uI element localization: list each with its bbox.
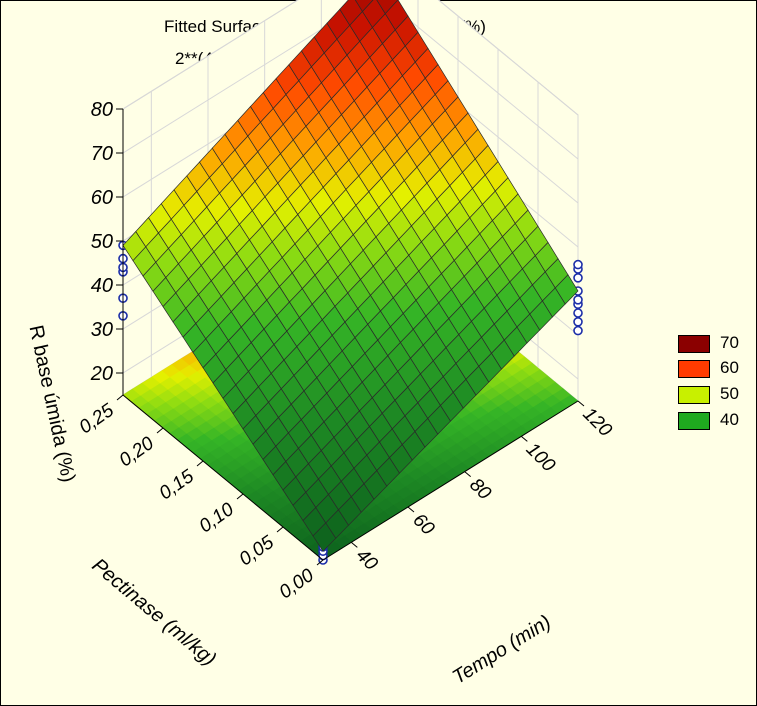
fitted-surface	[122, 0, 579, 552]
z-tick-label: 50	[91, 231, 113, 253]
pectinase-axis-line	[122, 394, 324, 561]
legend-label-50: 50	[720, 384, 739, 403]
z-tick-label: 30	[91, 319, 113, 341]
pectinase-tick-label: 0,15	[156, 466, 199, 505]
z-tick-label: 80	[91, 99, 113, 121]
z-tick-label: 20	[90, 363, 113, 385]
z-axis-label: R base úmida (%)	[24, 323, 79, 484]
tempo-tick-label: 80	[465, 474, 495, 504]
pectinase-tick-mark	[156, 427, 164, 434]
tempo-tick-label: 60	[408, 510, 438, 540]
tempo-tick-label: 100	[522, 439, 560, 477]
legend-label-40: 40	[720, 410, 739, 429]
tempo-tick-label: 120	[578, 404, 616, 442]
surface-cell	[554, 274, 579, 305]
pectinase-tick-mark	[236, 493, 244, 500]
pectinase-tick-mark	[116, 394, 124, 401]
pectinase-tick-label: 0,00	[276, 565, 319, 604]
legend-swatch-40	[678, 412, 710, 430]
legend-swatch-70	[678, 335, 710, 353]
data-point	[573, 294, 583, 305]
pectinase-tick-mark	[316, 559, 324, 566]
pectinase-tick-mark	[196, 460, 204, 467]
data-point	[573, 272, 583, 283]
pectinase-tick-label: 0,10	[196, 499, 239, 538]
tempo-tick-mark	[464, 471, 471, 478]
legend-label-70: 70	[720, 333, 739, 352]
pectinase-tick-label: 0,25	[76, 400, 119, 439]
tempo-tick-mark	[407, 506, 415, 513]
legend-label-60: 60	[720, 358, 739, 377]
z-tick-label: 40	[91, 275, 113, 297]
pectinase-tick-mark	[276, 526, 284, 533]
data-point	[573, 259, 583, 270]
tempo-tick-label: 40	[352, 545, 382, 575]
data-point	[573, 325, 583, 336]
tempo-tick-mark	[351, 541, 358, 548]
legend-swatch-60	[678, 360, 710, 378]
pectinase-axis-label: Pectinase (ml/kg)	[88, 554, 220, 670]
pectinase-tick-label: 0,20	[116, 433, 159, 472]
z-tick-label: 60	[91, 187, 113, 209]
tempo-tick-mark	[521, 435, 528, 442]
tempo-tick-mark	[577, 400, 585, 407]
tempo-axis-label: Tempo (min)	[449, 611, 555, 689]
data-point	[573, 308, 583, 318]
legend-swatch-50	[678, 386, 710, 404]
tempo-axis-line	[322, 400, 579, 561]
pectinase-tick-label: 0,05	[236, 532, 279, 571]
data-point	[573, 316, 583, 327]
z-tick-label: 70	[91, 143, 113, 165]
